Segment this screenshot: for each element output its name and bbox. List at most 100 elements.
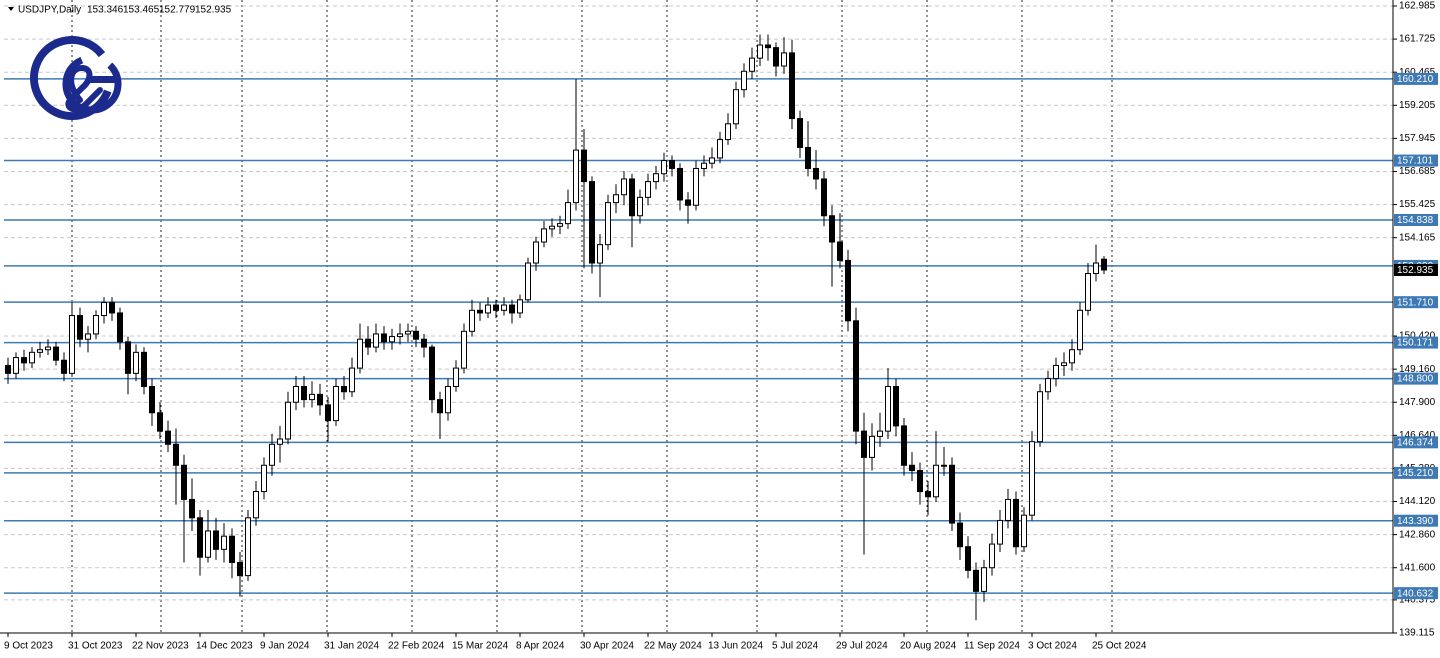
candle-body — [469, 309, 475, 332]
x-tick-label: 9 Jan 2024 — [260, 641, 310, 652]
level-label: 148.800 — [1397, 374, 1434, 385]
candle-body — [69, 315, 75, 374]
candle-body — [133, 351, 139, 374]
candle-body — [93, 315, 99, 335]
level-label: 146.374 — [1397, 437, 1434, 448]
candle-body — [1085, 273, 1091, 311]
level-label: 157.101 — [1397, 156, 1434, 167]
candle-body — [597, 244, 603, 264]
candle-body — [637, 196, 643, 217]
y-tick-label: 147.900 — [1399, 397, 1436, 408]
current-price-label: 152.935 — [1397, 265, 1434, 276]
candle-body — [301, 385, 307, 401]
x-tick-label: 31 Oct 2023 — [68, 641, 123, 652]
menu-triangle — [8, 7, 14, 11]
candle-body — [765, 44, 771, 49]
candle-body — [269, 443, 275, 466]
candle-body — [517, 299, 523, 314]
x-tick-label: 30 Apr 2024 — [580, 641, 634, 652]
y-tick-label: 156.685 — [1399, 166, 1436, 177]
candle-body — [157, 412, 163, 432]
level-label: 150.171 — [1397, 338, 1434, 349]
candle-body — [373, 333, 379, 348]
candle-body — [981, 567, 987, 592]
candle-body — [1005, 498, 1011, 521]
symbol-title: USDJPY,Daily — [18, 5, 81, 16]
candle-body — [845, 259, 851, 322]
candle-body — [37, 349, 43, 353]
y-tick-label: 154.165 — [1399, 232, 1436, 243]
candle-body — [197, 517, 203, 558]
candle-body — [813, 167, 819, 180]
candle-body — [45, 346, 51, 351]
x-tick-label: 14 Dec 2023 — [196, 641, 253, 652]
x-tick-label: 5 Jul 2024 — [772, 641, 819, 652]
candle-body — [181, 464, 187, 500]
level-label: 143.390 — [1397, 516, 1434, 527]
level-label: 140.632 — [1397, 588, 1434, 599]
level-label-box — [1394, 436, 1438, 449]
candle-body — [661, 160, 667, 175]
y-tick-label: 146.640 — [1399, 430, 1436, 441]
candle-body — [557, 223, 563, 227]
level-label-box — [1394, 154, 1438, 167]
candle-body — [781, 52, 787, 67]
candle-body — [1029, 441, 1035, 516]
x-tick-label: 22 Nov 2023 — [132, 641, 189, 652]
candle-body — [165, 430, 171, 445]
candle-body — [509, 304, 515, 314]
candle-body — [565, 202, 571, 225]
candle-body — [677, 167, 683, 201]
candle-body — [1101, 258, 1107, 271]
candle-body — [277, 438, 283, 445]
candle-body — [309, 393, 315, 401]
candle-body — [213, 530, 219, 550]
candle-body — [925, 491, 931, 498]
low-value: 152.779 — [159, 5, 196, 16]
level-label-box — [1394, 466, 1438, 479]
candle-body — [829, 215, 835, 243]
y-tick-label: 162.985 — [1399, 1, 1436, 12]
candle-body — [533, 241, 539, 264]
x-tick-label: 8 Apr 2024 — [516, 641, 565, 652]
header: USDJPY,Daily 153.346 153.465 152.779 152… — [8, 5, 232, 16]
y-tick-label: 150.420 — [1399, 331, 1436, 342]
candle-body — [917, 470, 923, 493]
candle-body — [525, 262, 531, 301]
candle-body — [629, 178, 635, 217]
candle-body — [757, 44, 763, 59]
level-label-box — [1394, 72, 1438, 85]
candle-body — [773, 47, 779, 67]
candle-body — [965, 546, 971, 571]
candle-body — [653, 173, 659, 183]
level-label: 151.710 — [1397, 297, 1434, 308]
levels — [4, 78, 1393, 594]
candle-body — [325, 404, 331, 422]
candle-body — [685, 199, 691, 206]
candle-body — [389, 336, 395, 343]
candle-body — [1093, 262, 1099, 275]
candle-body — [141, 351, 147, 387]
candle-body — [5, 364, 11, 374]
candle-body — [413, 330, 419, 340]
level-label-box — [1394, 514, 1438, 527]
candle-body — [293, 385, 299, 403]
candle-body — [13, 357, 19, 374]
x-tick-label: 11 Sep 2024 — [964, 641, 1020, 652]
candle-body — [405, 330, 411, 335]
candle-body — [989, 543, 995, 569]
candle-body — [1053, 364, 1059, 380]
candle-body — [205, 530, 211, 558]
candle-body — [581, 149, 587, 183]
candle-body — [645, 181, 651, 198]
candle-body — [397, 333, 403, 338]
candle-body — [901, 425, 907, 466]
candle-body — [605, 202, 611, 246]
candle-body — [589, 181, 595, 264]
candle-body — [61, 359, 67, 374]
candle-body — [733, 89, 739, 125]
y-tick-label: 144.120 — [1399, 496, 1436, 507]
candle-body — [285, 401, 291, 440]
candle-body — [949, 464, 955, 524]
